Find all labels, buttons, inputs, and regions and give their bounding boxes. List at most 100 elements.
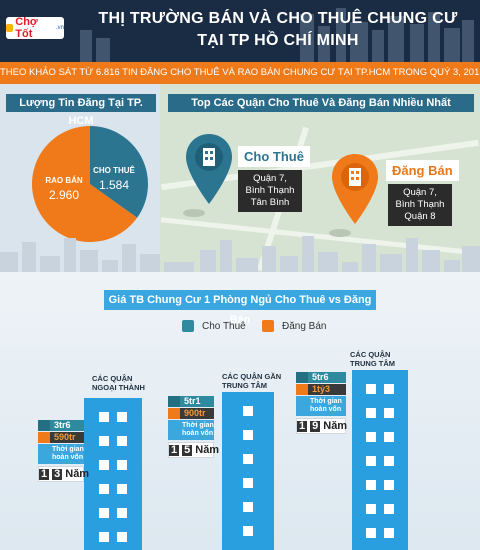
- group-label: CÁC QUẬN GẦN TRUNG TÂM: [222, 372, 281, 390]
- sale-price-row: 590tr: [38, 432, 84, 443]
- sale-price: 900tr: [184, 408, 206, 418]
- pin-shadow: [183, 209, 205, 217]
- years-digit: 1: [169, 443, 180, 456]
- building-window: [243, 430, 253, 440]
- payback-label: Thời gian: [182, 422, 214, 429]
- building-window: [384, 504, 394, 514]
- sale-map-pin-icon: [332, 154, 378, 224]
- building-window: [366, 384, 376, 394]
- building-near-center: [222, 392, 274, 550]
- listings-panel: Lượng Tin Đăng Tại TP. HCM RAO BÁN 2.960…: [0, 84, 160, 272]
- sale-district: Bình Thạnh: [395, 199, 445, 210]
- rent-value: 1.584: [98, 178, 130, 192]
- payback-years: 1 9 Năm: [296, 418, 348, 434]
- logo-domain: .vn: [55, 25, 64, 31]
- group-label-line: CÁC QUẬN: [92, 374, 133, 383]
- title-line-1: THỊ TRƯỜNG BÁN VÀ CHO THUÊ CHUNG CƯ: [98, 10, 458, 27]
- group-label-line: CÁC QUẬN GẦN: [222, 372, 282, 381]
- years-digit: 5: [182, 443, 193, 456]
- rent-price-row: 5tr1: [168, 396, 214, 407]
- home-icon: [168, 408, 180, 419]
- rent-legend-icon: [182, 320, 194, 332]
- rent-district: Tân Bình: [250, 197, 290, 208]
- legend-rent: Cho Thuê: [182, 320, 246, 332]
- building-icon: [296, 372, 308, 383]
- payback-years: 1 3 Năm: [38, 466, 89, 482]
- rent-card-title: Cho Thuê: [238, 146, 310, 167]
- title-line-2: TẠI TP HỒ CHÍ MINH: [197, 32, 359, 49]
- building-window: [117, 460, 127, 470]
- sale-district: Quận 8: [404, 211, 436, 222]
- building-window: [366, 528, 376, 538]
- sale-price-row: 900tr: [168, 408, 214, 419]
- payback-row: Thời gian hoàn vốn: [296, 396, 346, 416]
- pin-shadow: [329, 229, 351, 237]
- sale-price: 1tỷ3: [312, 384, 331, 394]
- years-unit: Năm: [323, 419, 348, 432]
- building-window: [384, 456, 394, 466]
- building-window: [117, 532, 127, 542]
- group-label-line: CÁC QUẬN: [350, 350, 391, 359]
- building-window: [366, 456, 376, 466]
- building-icon: [38, 420, 50, 431]
- rent-card-districts: Quận 7, Bình Thạnh Tân Bình: [238, 170, 302, 212]
- building-window: [99, 436, 109, 446]
- sale-label: RAO BÁN: [45, 176, 83, 185]
- building-suburban: [84, 398, 142, 550]
- header: Chợ Tốt .vn THỊ TRƯỜNG BÁN VÀ CHO THUÊ C…: [0, 0, 480, 62]
- rent-price: 3tr6: [54, 420, 71, 430]
- listings-title: Lượng Tin Đăng Tại TP. HCM: [6, 94, 156, 127]
- rent-price-row: 3tr6: [38, 420, 84, 431]
- group-label: CÁC QUẬN TRUNG TÂM: [350, 350, 395, 368]
- rent-label: CHO THUÊ: [93, 166, 135, 175]
- pie-slice-rent: [90, 126, 148, 218]
- legend-sale-label: Đăng Bán: [282, 320, 327, 332]
- building-city-center: [352, 370, 408, 550]
- building-window: [99, 484, 109, 494]
- building-window: [243, 502, 253, 512]
- top-districts-panel: Top Các Quận Cho Thuê Và Đăng Bán Nhiều …: [160, 84, 480, 272]
- sale-price-row: 1tỷ3: [296, 384, 346, 395]
- years-digit: 1: [297, 419, 308, 432]
- years-digit: 1: [39, 467, 50, 480]
- rent-price-row: 5tr6: [296, 372, 346, 383]
- building-window: [99, 532, 109, 542]
- chotot-logo[interactable]: Chợ Tốt .vn: [6, 16, 64, 40]
- building-window: [243, 478, 253, 488]
- payback-row: Thời gian hoàn vốn: [168, 420, 214, 440]
- building-window: [384, 528, 394, 538]
- building-window: [117, 436, 127, 446]
- price-tag-icon: [6, 24, 14, 32]
- building-window: [384, 480, 394, 490]
- rent-district: Bình Thạnh: [245, 185, 295, 196]
- payback-label: hoàn vốn: [52, 454, 84, 461]
- building-window: [99, 460, 109, 470]
- listings-pie-chart: [31, 126, 148, 242]
- sale-price: 590tr: [54, 432, 76, 442]
- group-label-line: TRUNG TÂM: [222, 381, 267, 390]
- building-window: [366, 408, 376, 418]
- payback-years: 1 5 Năm: [168, 442, 219, 458]
- sale-value: 2.960: [48, 188, 80, 202]
- payback-label: Thời gian: [310, 398, 342, 405]
- price-title: Giá TB Chung Cư 1 Phòng Ngủ Cho Thuê vs …: [104, 290, 376, 326]
- rent-price: 5tr1: [184, 396, 201, 406]
- years-unit: Năm: [65, 467, 90, 480]
- home-icon: [296, 384, 308, 395]
- legend-rent-label: Cho Thuê: [202, 320, 246, 332]
- home-icon: [38, 432, 50, 443]
- rent-district: Quận 7,: [253, 173, 287, 184]
- payback-label: hoàn vốn: [310, 406, 342, 413]
- years-unit: Năm: [195, 443, 220, 456]
- building-window: [366, 504, 376, 514]
- price-section: Giá TB Chung Cư 1 Phòng Ngủ Cho Thuê vs …: [0, 272, 480, 550]
- page-title: THỊ TRƯỜNG BÁN VÀ CHO THUÊ CHUNG CƯ TẠI …: [88, 8, 468, 52]
- building-window: [366, 432, 376, 442]
- refresh-icon: [168, 425, 180, 436]
- building-window: [243, 526, 253, 536]
- payback-label: hoàn vốn: [182, 430, 214, 437]
- city-skyline-graphic: [80, 8, 474, 62]
- building-window: [384, 384, 394, 394]
- building-window: [243, 454, 253, 464]
